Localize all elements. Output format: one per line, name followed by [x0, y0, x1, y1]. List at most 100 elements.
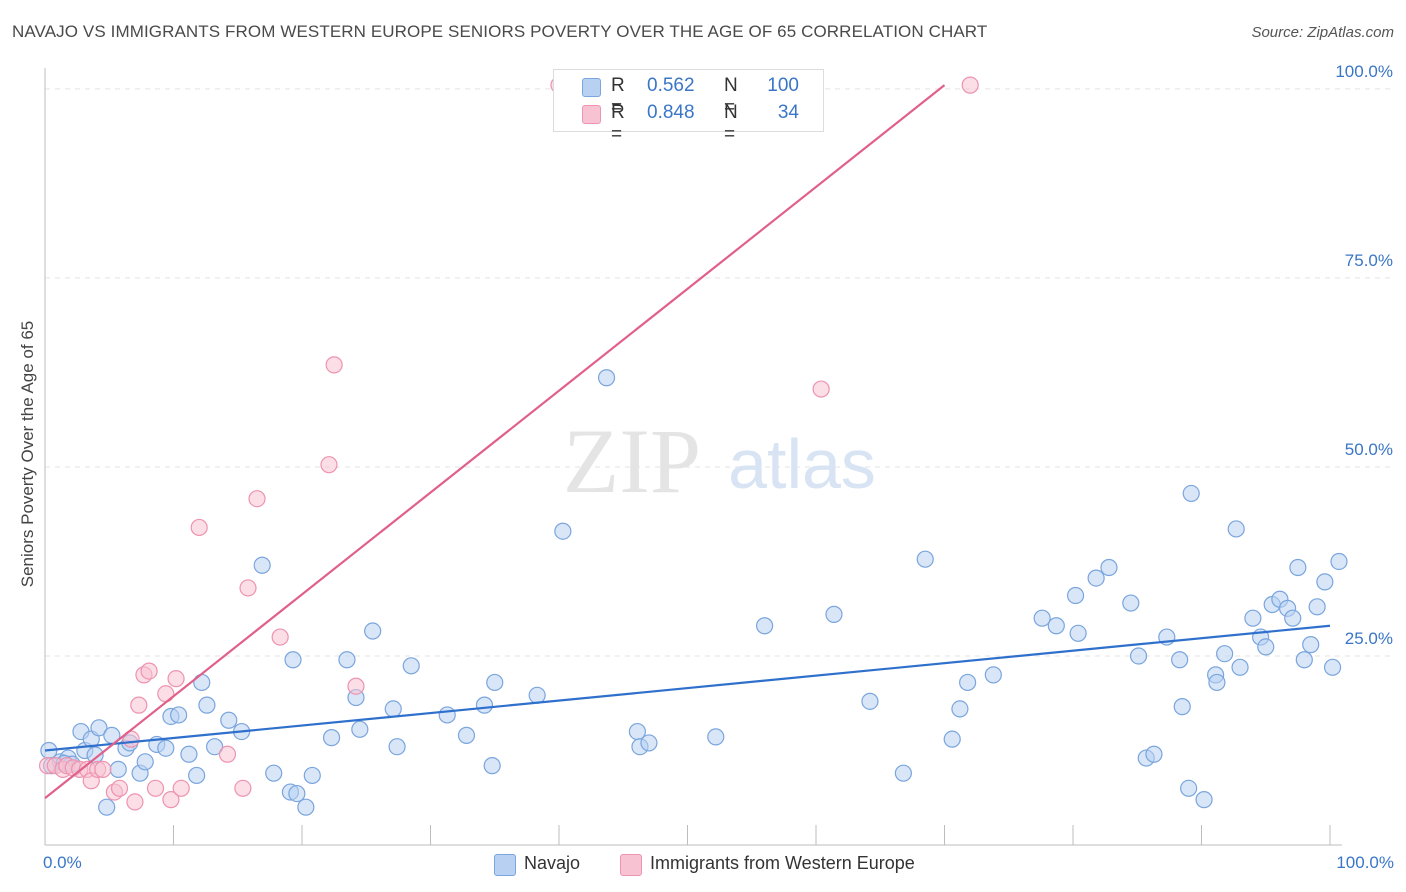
data-point — [157, 685, 175, 703]
trendlines — [44, 84, 1331, 799]
x-tick-min: 0.0% — [43, 853, 82, 872]
data-point — [248, 490, 266, 508]
legend-swatch-navajo — [494, 854, 516, 876]
data-point — [325, 356, 343, 374]
data-point — [984, 666, 1002, 684]
data-point — [180, 745, 198, 763]
immigrants-points — [38, 76, 979, 811]
data-point — [1227, 520, 1245, 538]
data-point — [303, 766, 321, 785]
grid-lines — [45, 88, 1392, 657]
data-point — [483, 757, 501, 775]
data-point — [140, 662, 158, 680]
source-label: Source: ZipAtlas.com — [1251, 24, 1394, 41]
data-point — [1066, 586, 1085, 605]
y-tick-labels: 25.0% 50.0% 75.0% 100.0% — [1335, 62, 1393, 648]
y-axis-title: Seniors Poverty Over the Age of 65 — [18, 320, 37, 588]
y-tick-label: 25.0% — [1345, 629, 1393, 648]
data-point — [234, 779, 252, 797]
data-point — [1195, 791, 1213, 809]
data-point — [402, 657, 420, 675]
data-point — [167, 670, 185, 688]
legend-n-value: 100 — [767, 75, 799, 96]
data-point — [457, 726, 476, 744]
series-legend: Navajo Immigrants from Western Europe — [0, 852, 1406, 878]
data-point — [170, 706, 188, 724]
data-point — [351, 720, 369, 738]
data-point — [322, 729, 341, 747]
legend-n-label: N = — [724, 75, 738, 118]
data-point — [1302, 636, 1320, 654]
data-point — [172, 779, 190, 797]
data-point — [136, 753, 154, 771]
data-point — [825, 605, 843, 623]
x-tick-max: 100.0% — [1336, 853, 1394, 872]
legend-r-label: R = — [611, 75, 625, 118]
data-point — [1087, 569, 1105, 587]
data-point — [126, 793, 144, 811]
data-point — [347, 677, 365, 695]
data-point — [1171, 651, 1189, 669]
data-point — [297, 798, 315, 816]
data-point — [1257, 638, 1275, 656]
data-point — [157, 739, 175, 757]
data-point — [597, 369, 616, 387]
data-point — [384, 700, 402, 718]
data-point — [475, 696, 494, 714]
data-point — [146, 779, 165, 797]
data-point — [486, 673, 504, 692]
watermark: ZIP atlas — [563, 410, 876, 512]
data-point — [1033, 609, 1051, 627]
data-point — [1323, 658, 1342, 676]
data-point — [1330, 552, 1348, 571]
legend-n-label: N = — [724, 102, 738, 145]
data-point — [284, 651, 302, 669]
data-point — [943, 730, 961, 748]
data-point — [1208, 673, 1226, 692]
data-point — [812, 380, 830, 398]
legend-label-navajo: Navajo — [524, 853, 581, 873]
data-point — [1122, 594, 1140, 612]
data-point — [90, 719, 108, 737]
legend-r-label: R = — [611, 102, 625, 145]
data-point — [188, 766, 206, 785]
data-point — [109, 760, 127, 778]
data-point — [861, 692, 879, 710]
trendline-navajo — [44, 624, 1331, 752]
data-point — [265, 764, 283, 782]
data-point — [1182, 484, 1200, 503]
data-point — [961, 76, 979, 94]
data-point — [951, 700, 969, 718]
data-point — [364, 622, 382, 640]
data-point — [271, 628, 289, 646]
data-point — [198, 696, 216, 714]
data-point — [640, 734, 658, 752]
legend-swatch-immigrants — [582, 105, 601, 124]
data-point — [438, 706, 456, 724]
y-tick-label: 100.0% — [1335, 62, 1393, 81]
data-point — [1316, 573, 1334, 591]
data-point — [1069, 624, 1087, 642]
data-point — [1244, 609, 1262, 627]
data-point — [1145, 745, 1163, 763]
data-point — [193, 673, 211, 692]
legend-r-value: 0.562 — [647, 75, 695, 96]
data-point — [894, 764, 912, 782]
data-point — [388, 738, 406, 756]
chart-title: NAVAJO VS IMMIGRANTS FROM WESTERN EUROPE… — [12, 22, 988, 41]
data-point — [1047, 617, 1065, 635]
data-point — [110, 779, 129, 797]
data-point — [288, 784, 306, 803]
data-point — [528, 686, 546, 704]
data-point — [206, 738, 224, 756]
data-point — [1173, 698, 1191, 716]
data-point — [1295, 651, 1313, 669]
legend-n-value: 34 — [777, 102, 799, 123]
data-point — [1284, 609, 1302, 627]
data-point — [94, 760, 112, 778]
data-point — [1289, 558, 1307, 577]
data-point — [338, 651, 356, 669]
data-point — [220, 711, 238, 729]
data-point — [98, 798, 116, 816]
